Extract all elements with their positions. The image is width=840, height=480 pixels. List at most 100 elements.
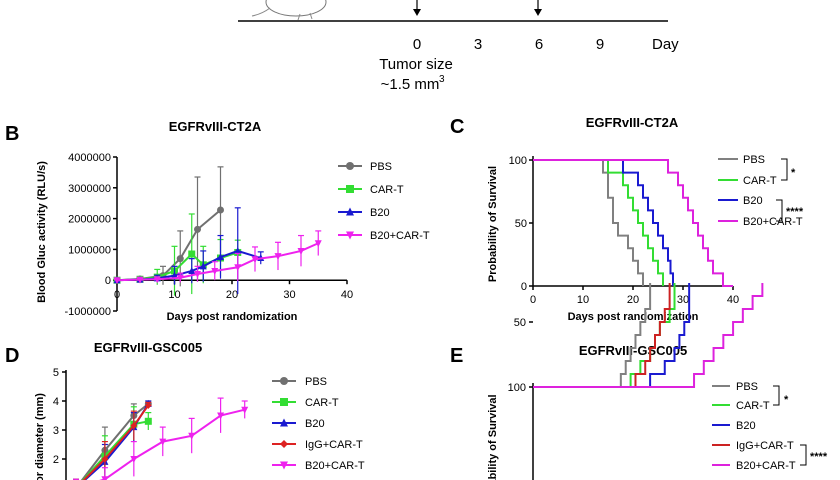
legend-b: PBS CAR-T B20 B20+CAR-T xyxy=(338,161,430,242)
chart-title: EGFRvIII-CT2A xyxy=(586,115,679,130)
x-axis-label: Days post randomization xyxy=(568,311,699,323)
arrow-head-icon xyxy=(413,9,421,16)
data-point-marker xyxy=(346,231,354,240)
significance-label: **** xyxy=(810,451,828,463)
survival-curve-car-t xyxy=(533,283,676,388)
y-axis-label: ability of Survival xyxy=(487,394,499,480)
plot-area-d xyxy=(73,397,249,480)
timeline-tick-label: 6 xyxy=(535,36,543,53)
data-point-marker xyxy=(153,276,161,284)
data-point-marker xyxy=(314,240,322,248)
mouse-icon xyxy=(251,0,327,21)
panel-d: D EGFRvIII-GSC005 or diameter (mm) 2345 … xyxy=(5,340,365,480)
chart-title: EGFRvIII-CT2A xyxy=(169,119,262,134)
legend-label: PBS xyxy=(370,161,392,173)
y-tick-label: 1000000 xyxy=(68,244,111,256)
data-point-marker xyxy=(280,398,288,406)
y-tick-label: 3 xyxy=(53,425,59,437)
legend-d: PBS CAR-T B20 IgG+CAR-T B20+CAR-T xyxy=(272,376,365,472)
legend-label: CAR-T xyxy=(370,184,404,196)
data-point-marker xyxy=(234,264,242,272)
y-tick-label: -1000000 xyxy=(65,306,112,318)
survival-curve-igg-car-t xyxy=(533,283,671,388)
data-point-marker xyxy=(101,455,109,463)
data-point-marker xyxy=(234,246,242,254)
legend-label: B20+CAR-T xyxy=(743,216,803,228)
data-point-marker xyxy=(217,412,225,420)
legend-label: CAR-T xyxy=(736,400,770,412)
y-tick-label: 100 xyxy=(508,382,526,394)
x-tick-label: 40 xyxy=(727,294,739,306)
data-point-marker xyxy=(194,225,201,233)
survival-curve-pbs xyxy=(533,159,644,286)
significance-bracket xyxy=(781,158,788,181)
series-pbs xyxy=(113,166,224,287)
panel-b: B EGFRvIII-CT2A Blood Gluc activity (RLU… xyxy=(5,119,430,323)
legend-label: CAR-T xyxy=(743,175,777,187)
legend-label: PBS xyxy=(305,376,327,388)
series-line xyxy=(99,408,245,480)
significance-label: * xyxy=(791,167,796,179)
series-b20-car-t xyxy=(113,230,322,285)
data-point-marker xyxy=(280,377,288,385)
data-point-marker xyxy=(194,271,201,279)
data-point-marker xyxy=(346,162,354,170)
data-point-marker xyxy=(251,256,259,264)
x-tick-label: 20 xyxy=(226,289,238,301)
data-point-marker xyxy=(274,253,282,261)
y-tick-label: 5 xyxy=(53,367,59,379)
tumor-size-superscript: 3 xyxy=(439,74,445,85)
y-tick-label: 2000000 xyxy=(68,214,111,226)
data-point-marker xyxy=(188,250,196,258)
series-line xyxy=(116,209,222,282)
data-point-marker xyxy=(211,267,219,275)
series-pbs xyxy=(73,400,152,480)
y-tick-label: 0 xyxy=(105,275,111,287)
axes-d: 2 3 4 5 xyxy=(53,367,67,480)
chart-title: EGFRvIII-GSC005 xyxy=(94,340,202,355)
legend-label: B20 xyxy=(743,195,763,207)
y-tick-label: 50 xyxy=(515,218,527,230)
y-axis-label: Blood Gluc activity (RLU/s) xyxy=(36,161,48,303)
series-line xyxy=(80,403,149,480)
panel-e: E EGFRvIII-GSC005 ability of Survival 50… xyxy=(450,283,828,480)
y-tick-label: 100 xyxy=(509,155,527,167)
panel-label-c: C xyxy=(450,116,464,138)
axes-c: 0 50 100 0 10 20 30 40 xyxy=(509,155,739,306)
data-point-marker xyxy=(188,266,196,274)
data-point-marker xyxy=(280,461,288,470)
survival-curve-b20-car-t xyxy=(533,283,764,388)
y-tick-label: 50 xyxy=(514,317,526,329)
data-point-marker xyxy=(280,418,288,427)
arrow-head-icon xyxy=(534,9,542,16)
data-point-marker xyxy=(171,271,178,279)
y-axis-label: or diameter (mm) xyxy=(34,393,46,480)
panel-label-d: D xyxy=(5,345,19,367)
survival-curve-b20 xyxy=(533,159,674,286)
x-axis-label: Days post randomization xyxy=(167,311,298,323)
data-point-marker xyxy=(217,253,224,261)
data-point-marker xyxy=(159,438,167,446)
x-tick-label: 40 xyxy=(341,289,353,301)
data-point-marker xyxy=(346,207,354,216)
timeline-tick-label: 0 xyxy=(413,36,421,53)
legend-label: B20 xyxy=(370,207,390,219)
data-point-marker xyxy=(280,440,288,448)
timeline-tick-label: 3 xyxy=(474,36,482,53)
timeline-tick-label: 9 xyxy=(596,36,604,53)
data-point-marker xyxy=(199,262,207,270)
data-point-marker xyxy=(217,206,224,214)
data-point-marker xyxy=(297,247,305,255)
data-point-marker xyxy=(144,401,152,409)
series-b20-car-t xyxy=(73,397,249,480)
legend-label: IgG+CAR-T xyxy=(736,440,794,452)
y-tick-label: 2 xyxy=(53,454,59,466)
y-tick-label: 3000000 xyxy=(68,183,111,195)
legend-label: IgG+CAR-T xyxy=(305,439,363,451)
legend-label: B20+CAR-T xyxy=(305,460,365,472)
legend-label: PBS xyxy=(743,154,765,166)
data-point-marker xyxy=(144,417,152,425)
tumor-size-label: Tumor size xyxy=(379,56,453,73)
